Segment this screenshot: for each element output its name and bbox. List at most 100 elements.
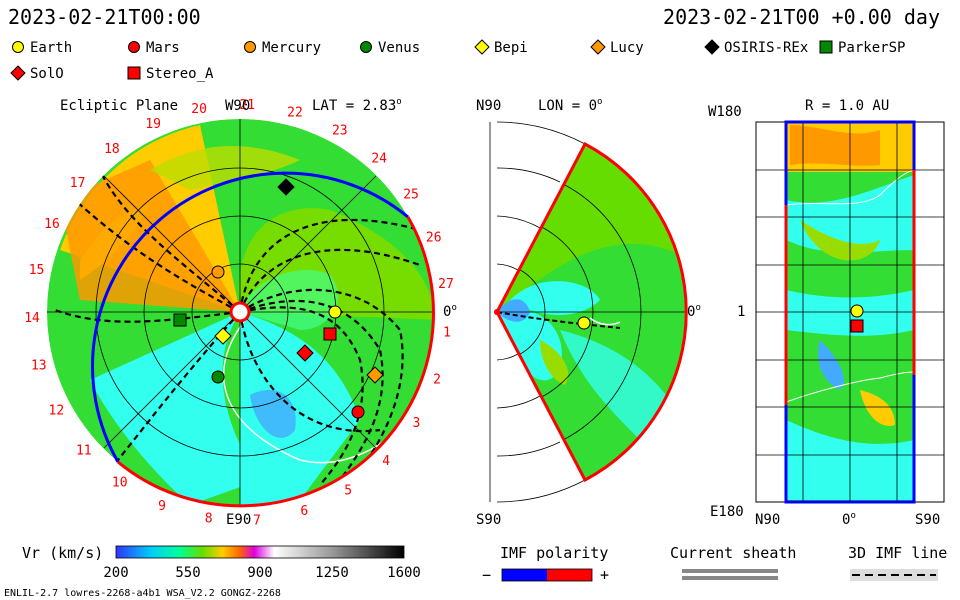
radial-bottom-left: E180 — [710, 504, 744, 520]
legend-swatch-osiris-rex — [704, 39, 720, 55]
meridional-lon: LON = 0o — [538, 97, 602, 114]
imf-polarity-minus: − — [482, 566, 491, 584]
radial-top-left: W180 — [708, 104, 742, 120]
current-sheath-title: Current sheath — [670, 544, 796, 562]
ecliptic-top-label: W90 — [225, 98, 250, 114]
imf-polarity-legend: IMF polarity − + — [482, 544, 609, 584]
radial-x-label-s90: S90 — [915, 512, 940, 528]
radial-title: R = 1.0 AU — [805, 98, 889, 114]
carrington-tick-1: 1 — [443, 325, 451, 340]
legend-label-bepi: Bepi — [494, 40, 528, 56]
colorbar-tick-550: 550 — [175, 565, 200, 581]
legend-swatch-earth — [12, 41, 24, 53]
colorbar-title: Vr (km/s) — [22, 544, 103, 562]
ecliptic-title: Ecliptic Plane — [60, 98, 178, 114]
legend-label-mars: Mars — [146, 40, 180, 56]
legend-label-solo: SolO — [30, 66, 64, 82]
legend-label-osiris-rex: OSIRIS-REx — [724, 40, 808, 56]
solo-marker — [296, 344, 314, 362]
legend-swatch-stereo-a — [127, 66, 141, 80]
legend-label-stereo-a: Stereo_A — [146, 66, 214, 82]
carrington-tick-5: 5 — [344, 484, 352, 499]
ecliptic-right-label: 0o — [443, 303, 457, 320]
mars-marker — [351, 405, 365, 419]
carrington-tick-16: 16 — [44, 217, 60, 232]
legend-swatch-lucy — [590, 39, 606, 55]
carrington-tick-15: 15 — [29, 263, 45, 278]
stereo-a-marker — [323, 327, 337, 341]
radial-mid-left: 1 — [737, 304, 745, 320]
imf-polarity-plus: + — [600, 566, 609, 584]
carrington-tick-17: 17 — [70, 176, 86, 191]
legend: Earth Mars Mercury Venus Bepi Lucy OSIRIS-REx P… — [10, 39, 905, 82]
legend-swatch-mars — [128, 41, 140, 53]
carrington-tick-8: 8 — [205, 512, 213, 527]
ecliptic-heatmap — [47, 119, 433, 505]
lucy-marker — [366, 366, 384, 384]
earth-marker — [328, 305, 342, 319]
carrington-tick-27: 27 — [438, 277, 454, 292]
carrington-tick-20: 20 — [191, 102, 207, 117]
radial-x-label-0: 0o — [842, 511, 856, 528]
carrington-tick-25: 25 — [403, 188, 419, 203]
ecliptic-lat: LAT = 2.83o — [312, 97, 402, 114]
carrington-tick-7: 7 — [253, 513, 261, 528]
carrington-tick-10: 10 — [112, 476, 128, 491]
colorbar-tick-1600: 1600 — [387, 565, 421, 581]
imf-line-legend: 3D IMF line — [848, 544, 947, 581]
radial-stereo-a-marker — [850, 319, 864, 333]
meridional-top-label: N90 — [476, 98, 501, 114]
legend-label-venus: Venus — [378, 40, 420, 56]
carrington-tick-6: 6 — [300, 504, 308, 519]
venus-marker — [211, 370, 225, 384]
imf-line-title: 3D IMF line — [848, 544, 947, 562]
legend-swatch-solo — [10, 65, 26, 81]
carrington-tick-26: 26 — [426, 230, 442, 245]
carrington-tick-3: 3 — [412, 416, 420, 431]
legend-label-lucy: Lucy — [610, 40, 644, 56]
colorbar-ticks: 200 550 900 1250 1600 — [103, 565, 421, 581]
sun-marker — [229, 301, 251, 323]
carrington-tick-4: 4 — [382, 454, 390, 469]
carrington-tick-19: 19 — [145, 117, 161, 132]
legend-label-earth: Earth — [30, 40, 72, 56]
meridional-bottom-label: S90 — [476, 512, 501, 528]
colorbar-tick-900: 900 — [247, 565, 272, 581]
footer-model-info: ENLIL-2.7 lowres-2268-a4b1 WSA_V2.2 GONG… — [4, 588, 281, 599]
carrington-tick-18: 18 — [104, 142, 120, 157]
meridional-right-label: 0o — [687, 303, 701, 320]
radial-x-label-n90: N90 — [755, 512, 780, 528]
carrington-tick-13: 13 — [31, 359, 47, 374]
current-sheath-legend: Current sheath — [670, 544, 796, 580]
legend-swatch-bepi — [474, 39, 490, 55]
colorbar: Vr (km/s) 200 550 900 1250 1600 — [22, 544, 421, 581]
radial-earth-marker — [850, 304, 864, 318]
legend-swatch-mercury — [244, 41, 256, 53]
carrington-tick-2: 2 — [433, 373, 441, 388]
datetime-left: 2023-02-21T00:00 — [8, 5, 201, 29]
carrington-tick-12: 12 — [49, 404, 65, 419]
meridional-earth-marker — [577, 316, 591, 330]
ecliptic-bottom-label: E90 — [226, 512, 251, 528]
mercury-marker — [211, 265, 225, 279]
legend-swatch-parkersp — [819, 40, 833, 54]
colorbar-tick-1250: 1250 — [315, 565, 349, 581]
carrington-tick-21: 21 — [239, 98, 255, 113]
legend-swatch-venus — [360, 41, 372, 53]
colorbar-tick-200: 200 — [103, 565, 128, 581]
carrington-tick-23: 23 — [332, 123, 348, 138]
carrington-tick-24: 24 — [371, 151, 387, 166]
parkersp-marker — [173, 313, 187, 327]
carrington-tick-11: 11 — [76, 443, 92, 458]
osiris-rex-marker — [277, 178, 295, 196]
carrington-tick-9: 9 — [158, 499, 166, 514]
carrington-tick-14: 14 — [24, 311, 40, 326]
radial-panel: R = 1.0 AU W180 1 E180 N90 0o S90 — [708, 98, 945, 528]
imf-polarity-title: IMF polarity — [500, 544, 608, 562]
legend-label-parkersp: ParkerSP — [838, 40, 905, 56]
datetime-right: 2023-02-21T00 +0.00 day — [663, 5, 940, 29]
bepi-marker — [214, 327, 232, 345]
